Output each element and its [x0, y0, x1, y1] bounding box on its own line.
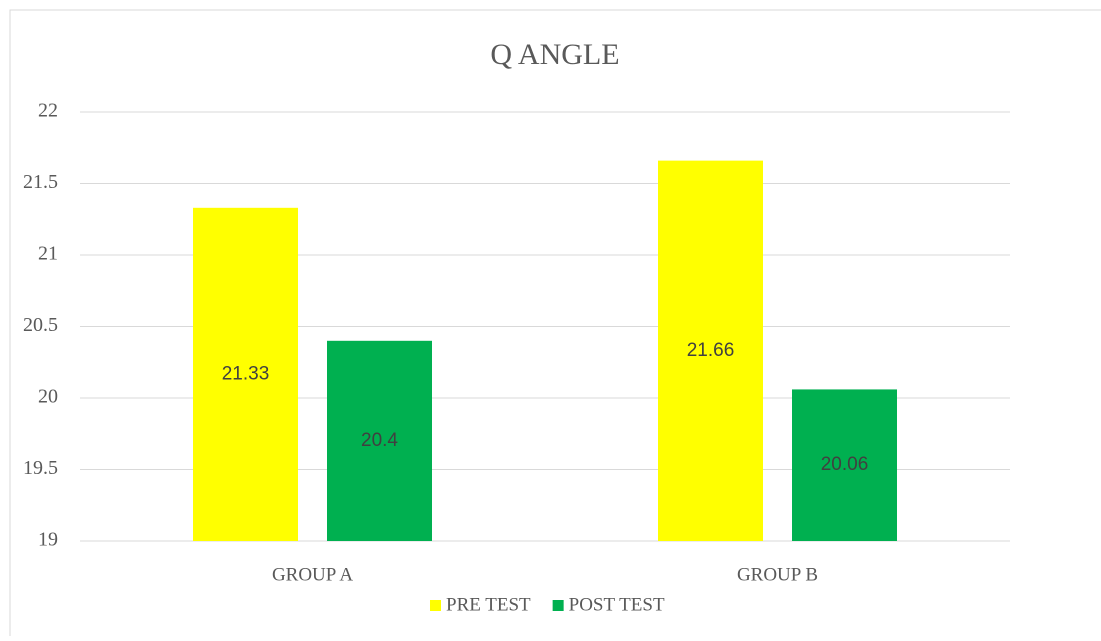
bar	[658, 160, 763, 541]
y-tick-label: 21.5	[23, 171, 58, 193]
legend-label: PRE TEST	[446, 594, 531, 615]
bar	[193, 207, 298, 541]
chart-border	[9, 9, 1101, 641]
legend-swatch	[430, 600, 441, 611]
y-tick-label: 21	[38, 243, 58, 265]
bar	[327, 340, 432, 541]
legend-label: POST TEST	[569, 594, 665, 615]
y-tick-label: 19	[38, 529, 58, 551]
y-tick-label: 20.5	[23, 314, 58, 336]
data-label: 20.06	[821, 454, 869, 475]
x-tick-label: GROUP A	[272, 564, 353, 585]
x-tick-label: GROUP B	[737, 564, 818, 585]
y-tick-label: 19.5	[23, 457, 58, 479]
y-tick-label: 22	[38, 100, 58, 122]
data-label: 20.4	[361, 430, 398, 451]
data-label: 21.33	[222, 363, 270, 384]
data-label: 21.66	[687, 340, 735, 361]
legend-swatch	[552, 600, 564, 611]
bar	[792, 389, 897, 541]
chart-title: Q ANGLE	[490, 38, 619, 71]
y-tick-label: 20	[38, 386, 58, 408]
